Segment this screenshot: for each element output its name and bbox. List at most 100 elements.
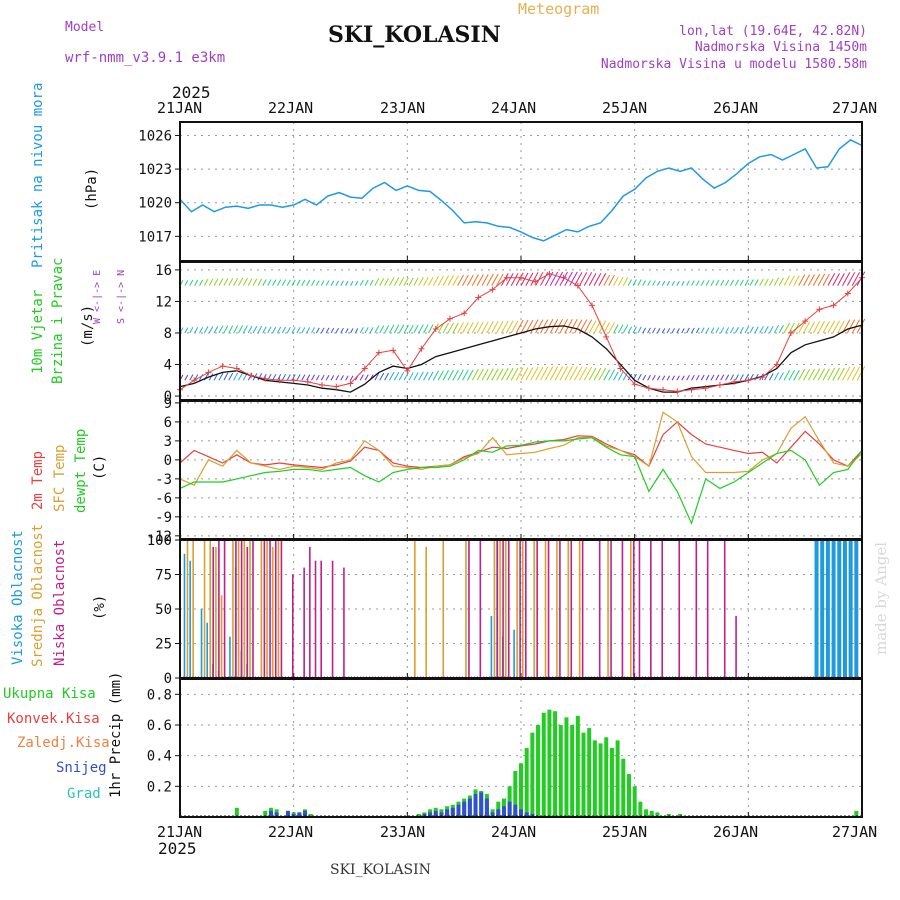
wind-barb <box>272 279 277 286</box>
snow-bar <box>456 804 461 817</box>
high-cloud-bar <box>820 540 825 678</box>
panel-frame <box>179 678 863 818</box>
rain-bar <box>530 732 535 817</box>
high-cloud-bar <box>842 540 847 678</box>
wind-barb <box>296 279 301 286</box>
wind-barb <box>335 327 340 334</box>
wind-barb <box>510 320 519 334</box>
wind-gust-marker <box>773 361 780 368</box>
wind-barb <box>559 366 568 381</box>
wind-gust-marker <box>475 294 482 301</box>
meteogram-label: Meteogram <box>518 0 600 18</box>
wind-barb <box>837 320 845 334</box>
high-cloud-bar <box>848 540 853 678</box>
wind-barb <box>608 322 615 334</box>
wind-gust-marker <box>248 372 255 379</box>
snow-bar <box>291 813 296 817</box>
wind-barb <box>393 324 400 334</box>
wind-barb <box>462 322 469 334</box>
wind-barb <box>389 277 395 286</box>
wind-barb <box>661 375 666 381</box>
wind-barb <box>754 373 759 381</box>
low-cloud-bar <box>212 546 215 678</box>
wind-barb <box>481 321 489 334</box>
rain-bar <box>263 810 268 817</box>
wind-barb <box>296 374 301 381</box>
wind-gust-marker <box>702 385 709 392</box>
wind-barb <box>725 279 730 286</box>
wind-gust-marker <box>560 274 567 281</box>
wind-barb <box>218 278 224 286</box>
wind-gust-marker <box>333 383 340 390</box>
wind-barb <box>374 325 380 334</box>
snow-bar <box>473 794 478 817</box>
wind-barb <box>617 277 624 286</box>
wind-barb <box>832 367 840 381</box>
wind-barb <box>335 375 340 381</box>
wind-barb <box>238 372 244 381</box>
date-label-bottom-5: 26JAN <box>713 823 759 841</box>
wind-barb <box>199 326 204 334</box>
wind-barb <box>749 326 754 334</box>
year-label-bottom: 2025 <box>158 839 197 858</box>
page-title: SKI_KOLASIN <box>328 22 501 48</box>
wind-barb <box>710 327 715 334</box>
low-cloud-bar <box>536 540 538 678</box>
wind-barb <box>642 374 647 381</box>
wind-barb <box>276 326 282 334</box>
wind-barb <box>686 280 690 286</box>
low-cloud-bar <box>723 540 726 678</box>
wind-barb <box>720 374 725 381</box>
rain-bar <box>598 743 603 817</box>
wind-barb <box>681 280 685 286</box>
wind-barb <box>238 277 244 286</box>
y-tick-label: 50 <box>155 602 172 618</box>
rain-bar <box>655 812 660 817</box>
y-tick-label: 1017 <box>138 229 172 245</box>
wind-barb <box>428 277 434 286</box>
wind-barb <box>184 327 189 334</box>
low-cloud-bar <box>661 540 663 678</box>
high-cloud-bar <box>837 540 842 678</box>
wind-barb <box>359 279 364 286</box>
wind-gust-marker <box>816 306 823 313</box>
snow-bar <box>524 812 529 817</box>
y-tick-label: 0 <box>164 453 172 469</box>
wind-barb <box>681 328 685 334</box>
wind-barb <box>345 375 349 381</box>
wind-barb <box>798 368 806 381</box>
wind-barb <box>384 278 390 286</box>
wind-barb <box>827 320 836 334</box>
wind-barb <box>661 328 666 334</box>
wind-barb <box>525 367 534 381</box>
wind-barb <box>466 322 474 334</box>
date-label-bottom-3: 24JAN <box>491 823 537 841</box>
mid-cloud-bar <box>493 540 496 678</box>
wind-barb <box>622 371 629 381</box>
wind-barb <box>812 321 821 334</box>
wind-barb <box>311 374 316 381</box>
wind-barb <box>627 326 633 334</box>
wind-gust-marker <box>830 302 837 309</box>
high-cloud-bar <box>814 540 819 678</box>
date-label-top-3: 24JAN <box>491 99 537 117</box>
wind-barb <box>627 373 633 381</box>
low-cloud-bar <box>280 540 283 678</box>
y-tick-label: 1026 <box>138 128 172 144</box>
low-cloud-bar <box>735 615 737 678</box>
wind-barb <box>218 372 224 381</box>
wind-barb <box>413 372 419 381</box>
wind-barb <box>457 322 464 334</box>
wind-gust-marker <box>489 286 496 293</box>
low-cloud-bar <box>263 540 266 678</box>
wind-barb <box>856 366 866 381</box>
wind-barb <box>247 278 253 286</box>
low-cloud-bar <box>343 567 345 678</box>
snow-bar <box>274 812 279 817</box>
wind-barb <box>462 274 469 286</box>
wind-barb <box>306 374 311 381</box>
wind-barb <box>462 369 469 381</box>
wind-barb <box>656 375 661 381</box>
wind-barb <box>549 366 559 381</box>
